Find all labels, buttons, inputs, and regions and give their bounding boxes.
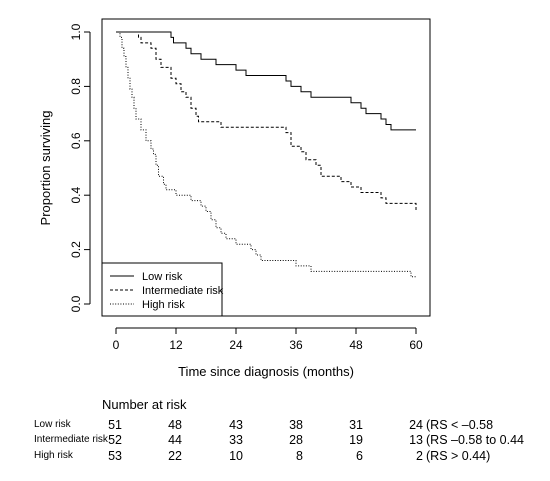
- y-tick-label: 0.0: [69, 295, 83, 312]
- risk-row-label: Low risk: [34, 419, 71, 430]
- axes-layer: 0 12 24 36 48 60 0.0 0.2 0.4 0.6 0.8 1.0 Time since …: [38, 23, 423, 379]
- risk-count: 13: [409, 433, 423, 447]
- survival-chart: 0 12 24 36 48 60 0.0 0.2 0.4 0.6 0.8 1.0 Time since …: [38, 18, 431, 379]
- series-layer: [116, 31, 417, 278]
- legend-label: Intermediate risk: [142, 285, 224, 297]
- x-tick-label: 24: [229, 338, 243, 352]
- risk-table-title: Number at risk: [102, 397, 187, 412]
- x-tick-label: 12: [169, 338, 183, 352]
- risk-count: 31: [349, 418, 363, 432]
- x-tick-label: 48: [349, 338, 363, 352]
- risk-row-label: Intermediate risk: [34, 434, 108, 445]
- risk-count: 44: [168, 433, 182, 447]
- legend-label: Low risk: [142, 271, 183, 283]
- risk-count: 53: [108, 449, 122, 463]
- plot-frame: [101, 18, 431, 317]
- risk-row-intermediate: Intermediate risk 52 44 33 28 19 13 (RS …: [0, 431, 550, 449]
- risk-row-high: High risk 53 22 10 8 6 2 (RS > 0.44): [0, 447, 550, 465]
- y-axis-title: Proportion surviving: [38, 111, 53, 226]
- risk-count: 22: [168, 449, 182, 463]
- risk-count: 10: [229, 449, 243, 463]
- risk-count: 51: [108, 418, 122, 432]
- legend-label: High risk: [142, 299, 185, 311]
- risk-count: 43: [229, 418, 243, 432]
- risk-count: 19: [349, 433, 363, 447]
- y-tick-label: 0.4: [69, 187, 83, 204]
- risk-row-low: Low risk 51 48 43 38 31 24 (RS < –0.58: [0, 416, 550, 434]
- plot-border: [101, 18, 431, 317]
- series-line-high-risk: [116, 31, 416, 278]
- risk-row-note: (RS > 0.44): [426, 449, 491, 463]
- risk-count: 33: [229, 433, 243, 447]
- risk-count: 48: [168, 418, 182, 432]
- risk-count: 52: [108, 433, 122, 447]
- x-tick-label: 60: [409, 338, 423, 352]
- risk-count: 8: [296, 449, 303, 463]
- risk-count: 6: [356, 449, 363, 463]
- y-tick-label: 0.2: [69, 241, 83, 258]
- series-line-intermediate-risk: [116, 31, 417, 212]
- y-tick-label: 0.8: [69, 78, 83, 95]
- risk-row-note: (RS –0.58 to 0.44: [426, 433, 524, 447]
- risk-row-label: High risk: [34, 450, 73, 461]
- y-tick-label: 1.0: [69, 23, 83, 40]
- series-line-low-risk: [116, 31, 416, 131]
- x-axis-title: Time since diagnosis (months): [178, 364, 354, 379]
- y-tick-label: 0.6: [69, 132, 83, 149]
- risk-count: 24: [409, 418, 423, 432]
- x-tick-label: 36: [289, 338, 303, 352]
- risk-row-note: (RS < –0.58: [426, 418, 494, 432]
- legend: Low risk Intermediate risk High risk: [101, 262, 224, 317]
- risk-count: 2: [416, 449, 423, 463]
- risk-count: 38: [289, 418, 303, 432]
- risk-count: 28: [289, 433, 303, 447]
- x-tick-label: 0: [113, 338, 120, 352]
